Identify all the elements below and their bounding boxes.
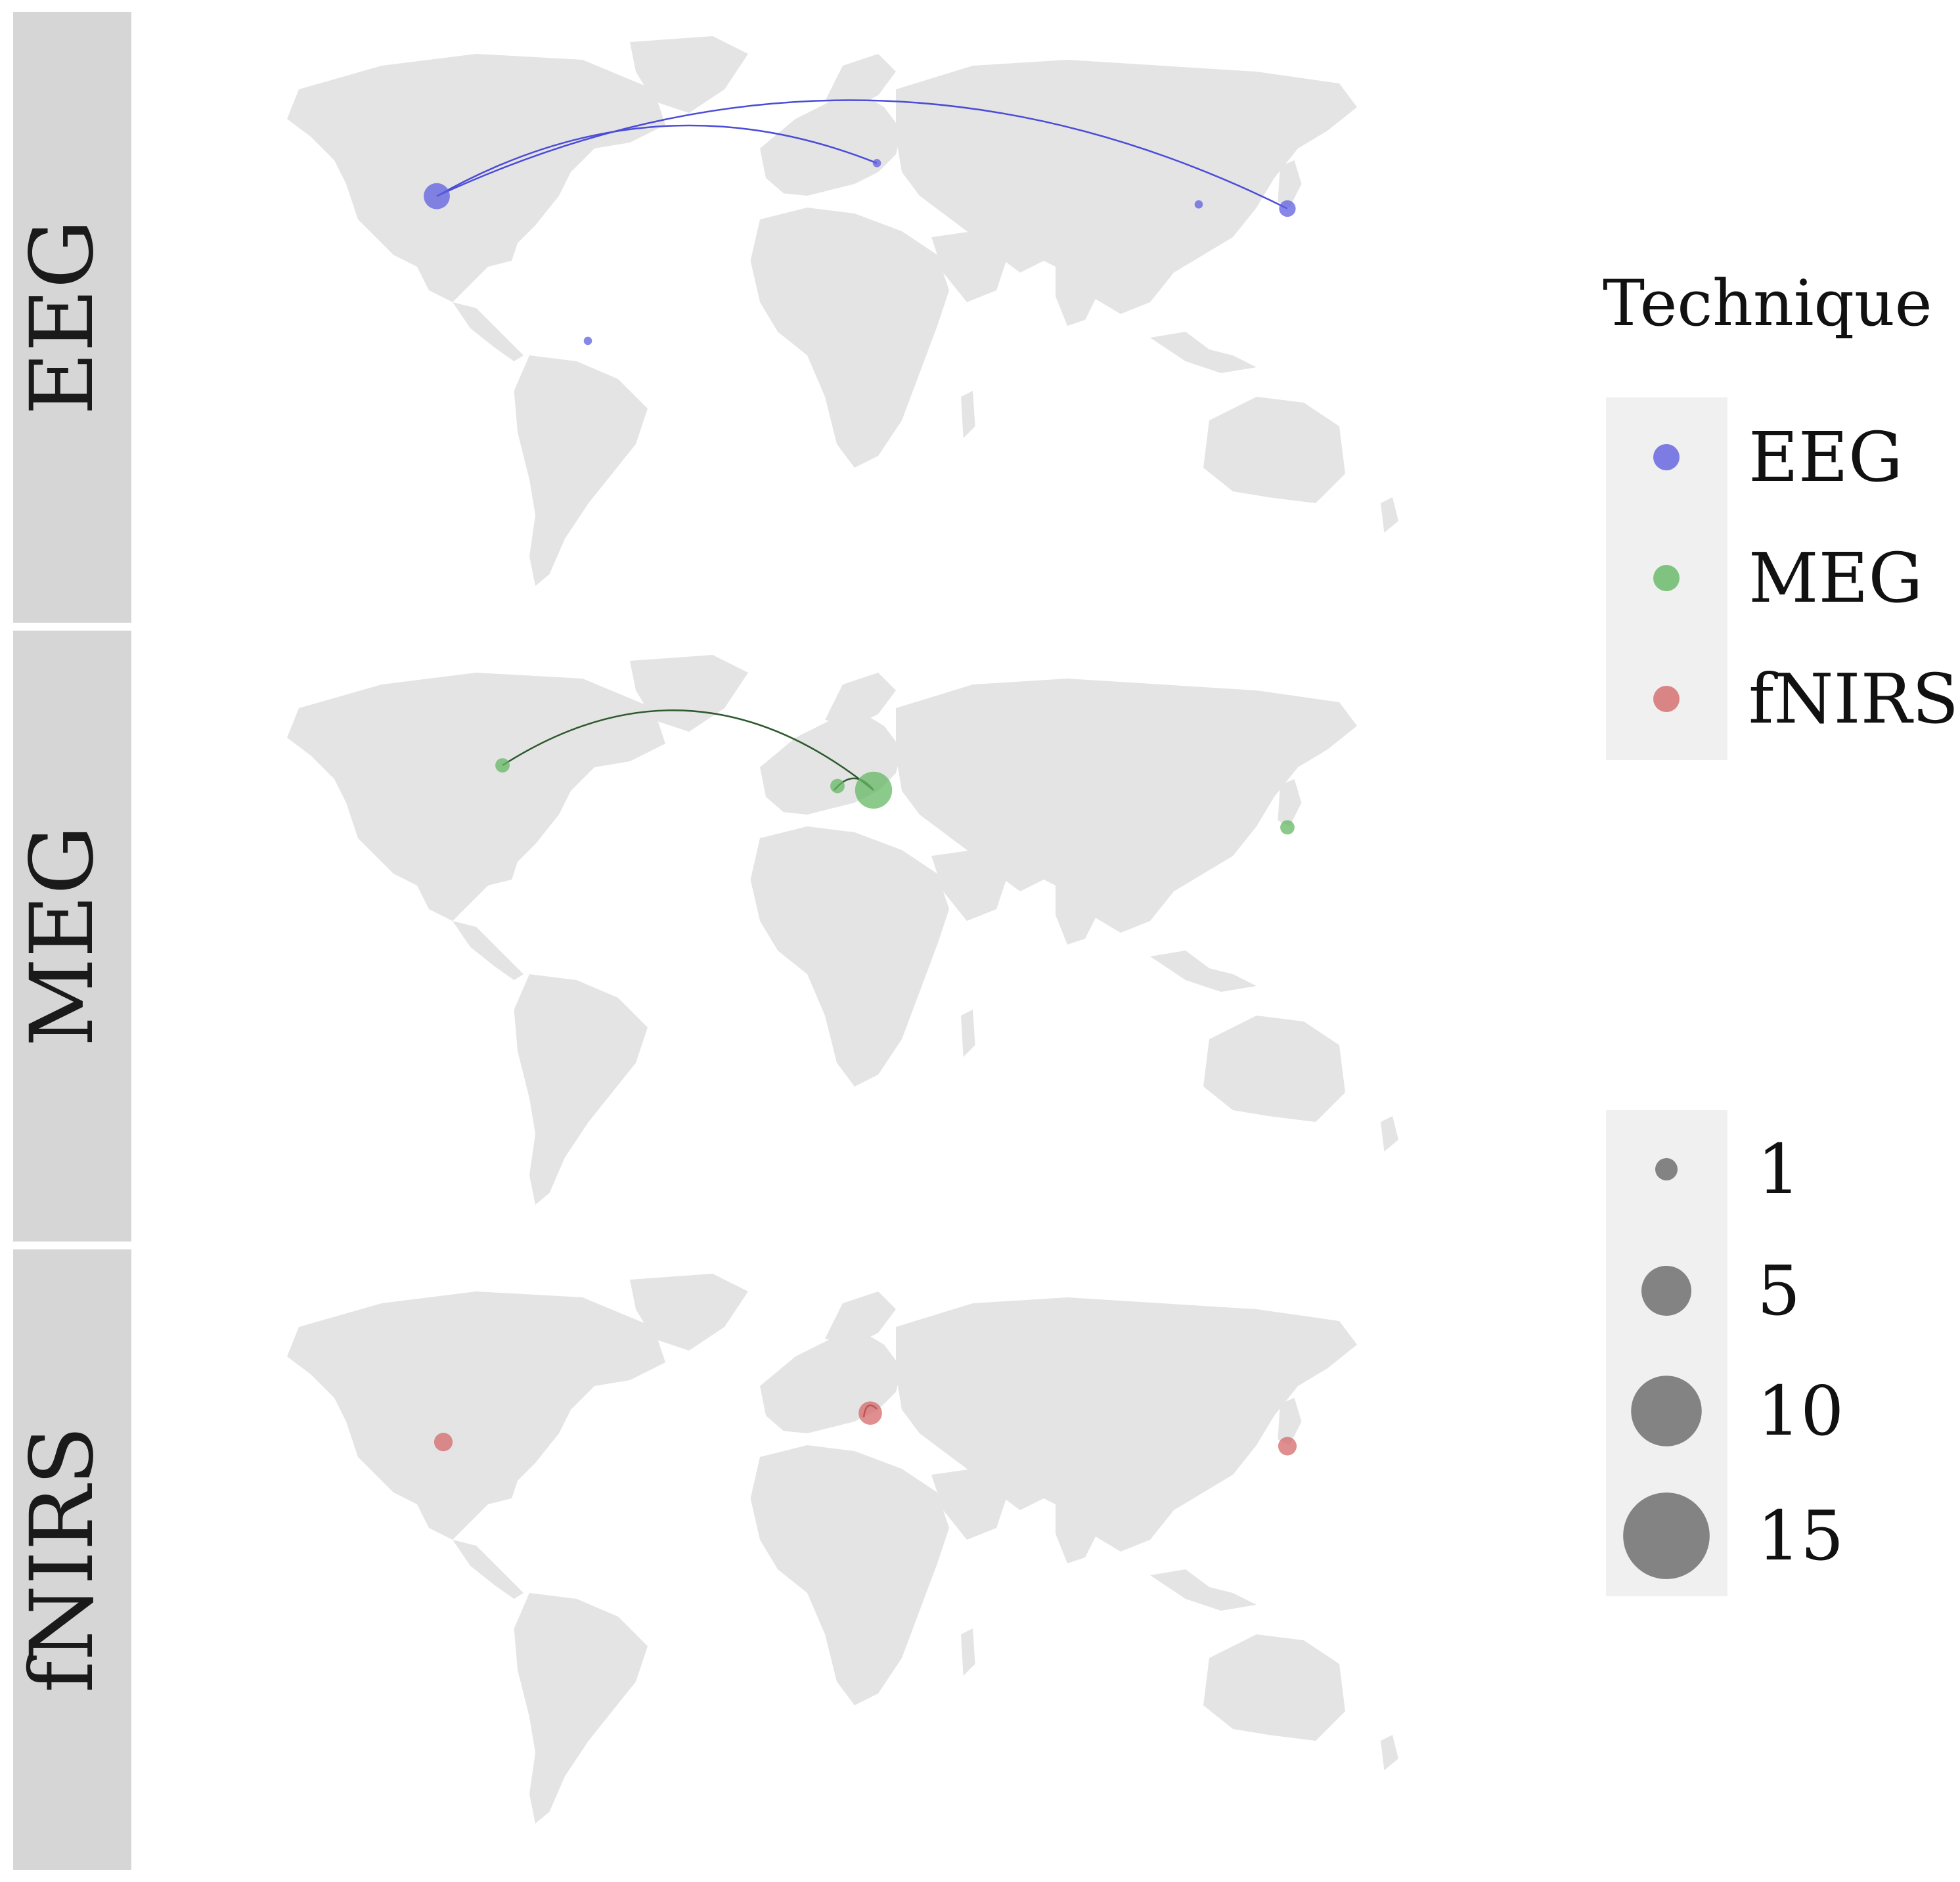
legend-label-eeg: EEG (1748, 417, 1903, 497)
point-fnirs-western-usa (434, 1433, 453, 1452)
facet-label-meg: MEG (12, 826, 113, 1047)
legend-technique: Technique EEG MEG fNIRS (1603, 267, 1959, 760)
map-panel-meg (287, 655, 1398, 1205)
point-layer-meg (495, 758, 1295, 835)
link-layer-eeg (436, 99, 1288, 210)
legend-label-meg: MEG (1748, 538, 1923, 618)
legend-key-eeg (1653, 444, 1680, 470)
link-eeg-1 (436, 124, 878, 197)
point-eeg-austria (872, 158, 881, 168)
point-eeg-western-usa (424, 183, 450, 210)
legend-color-items: EEG MEG fNIRS (1653, 417, 1959, 739)
facet-label-eeg: EEG (12, 219, 113, 415)
link-meg-1 (502, 709, 874, 791)
link-eeg-2 (436, 99, 1288, 210)
facet-strip-fnirs (13, 1249, 131, 1870)
size-label-5: 5 (1757, 1251, 1800, 1331)
point-fnirs-japan (1278, 1437, 1297, 1456)
point-meg-france (830, 778, 845, 794)
size-label-1: 1 (1757, 1129, 1800, 1209)
point-layer-eeg (424, 158, 1296, 346)
size-key-1 (1655, 1158, 1678, 1180)
point-meg-central-canada (495, 758, 510, 773)
legend-key-meg (1653, 565, 1680, 591)
world-land-fnirs (287, 1274, 1398, 1824)
point-layer-fnirs (434, 1401, 1297, 1456)
point-meg-central-europe (855, 771, 893, 809)
facet-strip-eeg (13, 12, 131, 623)
size-key-10 (1631, 1376, 1702, 1446)
point-eeg-colombia (583, 336, 592, 346)
facet-strips: EEG MEG fNIRS (12, 12, 131, 1870)
map-panel-eeg (287, 36, 1398, 586)
world-land-eeg (287, 36, 1398, 586)
world-land-meg (287, 655, 1398, 1205)
point-meg-japan (1280, 820, 1295, 835)
legend-key-fnirs (1653, 686, 1680, 712)
facet-strip-meg (13, 631, 131, 1242)
point-eeg-china (1194, 200, 1203, 209)
map-panel-fnirs (287, 1274, 1398, 1824)
facet-label-fnirs: fNIRS (12, 1426, 113, 1693)
size-key-15 (1623, 1492, 1710, 1579)
legend-label-fnirs: fNIRS (1748, 659, 1959, 739)
size-key-5 (1641, 1265, 1692, 1316)
legend-title: Technique (1603, 267, 1932, 340)
point-fnirs-italy (858, 1401, 882, 1425)
size-label-10: 10 (1757, 1371, 1844, 1451)
point-eeg-japan (1279, 200, 1296, 217)
size-label-15: 15 (1757, 1496, 1844, 1576)
